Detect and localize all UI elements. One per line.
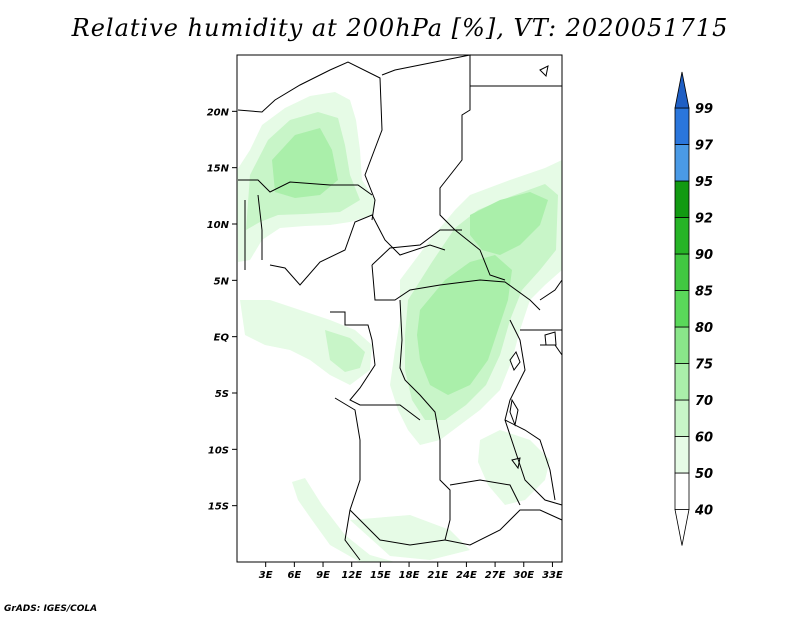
colorbar-label: 92 bbox=[695, 212, 713, 227]
colorbar-segment bbox=[674, 253, 690, 291]
border-path bbox=[371, 264, 541, 311]
map-title: Relative humidity at 200hPa [%], VT: 202… bbox=[71, 14, 729, 42]
lat-tick-label: 20N bbox=[207, 107, 230, 118]
lon-tick-label: 12E bbox=[341, 570, 362, 581]
colorbar-segment bbox=[674, 326, 690, 364]
border-path bbox=[269, 214, 446, 286]
colorbar-under-arrow bbox=[674, 509, 690, 546]
colorbar-segment bbox=[674, 217, 690, 255]
lake-shape bbox=[544, 331, 557, 346]
humidity-shading bbox=[237, 92, 562, 562]
lakes bbox=[509, 65, 557, 470]
lon-tick-label: 9E bbox=[316, 570, 330, 581]
longitude-axis: 3E 6E 9E 12E 15E 18E 21E 24E 27E 30E 33E bbox=[259, 562, 563, 581]
lat-tick-label: EQ bbox=[214, 333, 230, 344]
lat-tick-label: 15N bbox=[207, 164, 230, 175]
colorbar-label: 80 bbox=[695, 321, 713, 336]
border-path bbox=[334, 397, 361, 561]
colorbar-segment bbox=[674, 180, 690, 218]
colorbar-label: 60 bbox=[695, 431, 713, 446]
humidity-area-south-strip bbox=[350, 515, 470, 560]
country-borders bbox=[237, 54, 563, 561]
border-path bbox=[399, 299, 451, 541]
border-path bbox=[540, 344, 563, 356]
colorbar-segment bbox=[674, 472, 690, 510]
lon-tick-label: 30E bbox=[513, 570, 534, 581]
colorbar-segment bbox=[674, 399, 690, 437]
lon-tick-label: 21E bbox=[427, 570, 448, 581]
colorbar-segment bbox=[674, 144, 690, 182]
humidity-area-gabon-inner bbox=[325, 330, 365, 372]
border-path bbox=[237, 61, 383, 221]
lat-tick-label: 10N bbox=[207, 220, 230, 231]
lake-shape bbox=[539, 65, 549, 78]
latitude-axis: 20N 15N 10N 5N EQ 5S 10S 15S bbox=[207, 107, 237, 513]
border-path bbox=[444, 509, 563, 546]
lon-tick-label: 6E bbox=[287, 570, 301, 581]
border-path bbox=[449, 479, 521, 506]
border-path bbox=[539, 279, 563, 301]
border-path bbox=[381, 54, 506, 281]
border-path bbox=[349, 509, 446, 546]
lon-tick-label: 18E bbox=[399, 570, 420, 581]
colorbar: 40 50 60 70 75 80 85 90 92 95 97 99 bbox=[674, 71, 714, 546]
humidity-area-southeast bbox=[478, 430, 550, 505]
colorbar-label: 40 bbox=[694, 504, 713, 519]
colorbar-segment bbox=[674, 290, 690, 328]
lon-tick-label: 24E bbox=[456, 570, 477, 581]
humidity-area-southwest bbox=[292, 478, 395, 562]
border-path bbox=[504, 419, 556, 501]
colorbar-label: 50 bbox=[695, 467, 713, 482]
border-path bbox=[238, 179, 373, 196]
border-path bbox=[257, 194, 263, 260]
humidity-area-northeast-core bbox=[470, 192, 548, 255]
lon-tick-label: 15E bbox=[370, 570, 391, 581]
lat-tick-label: 10S bbox=[208, 445, 229, 456]
colorbar-label: 75 bbox=[695, 358, 713, 373]
lon-tick-label: 27E bbox=[485, 570, 506, 581]
colorbar-segment bbox=[674, 436, 690, 474]
lat-tick-label: 5S bbox=[215, 389, 229, 400]
credit-label: GrADS: IGES/COLA bbox=[4, 604, 98, 614]
lon-tick-label: 3E bbox=[259, 570, 273, 581]
humidity-area-central-core bbox=[417, 255, 512, 395]
lon-tick-label: 33E bbox=[542, 570, 563, 581]
colorbar-segment bbox=[674, 107, 690, 145]
colorbar-label: 99 bbox=[695, 102, 713, 117]
colorbar-label: 90 bbox=[695, 248, 713, 263]
colorbar-label: 85 bbox=[695, 285, 713, 300]
border-path bbox=[469, 55, 562, 87]
lat-tick-label: 5N bbox=[214, 276, 230, 287]
colorbar-over-arrow bbox=[674, 71, 690, 109]
humidity-area-northwest-core bbox=[272, 128, 338, 198]
lat-tick-label: 15S bbox=[208, 502, 229, 513]
border-path bbox=[330, 311, 421, 421]
colorbar-label: 95 bbox=[695, 175, 713, 190]
border-path bbox=[371, 229, 462, 266]
colorbar-label: 97 bbox=[695, 139, 714, 154]
lake-shape bbox=[509, 398, 519, 427]
lake-shape bbox=[509, 350, 521, 372]
lake-shape bbox=[511, 457, 521, 470]
colorbar-segment bbox=[674, 363, 690, 401]
colorbar-label: 70 bbox=[695, 394, 713, 409]
map-frame bbox=[236, 54, 563, 563]
